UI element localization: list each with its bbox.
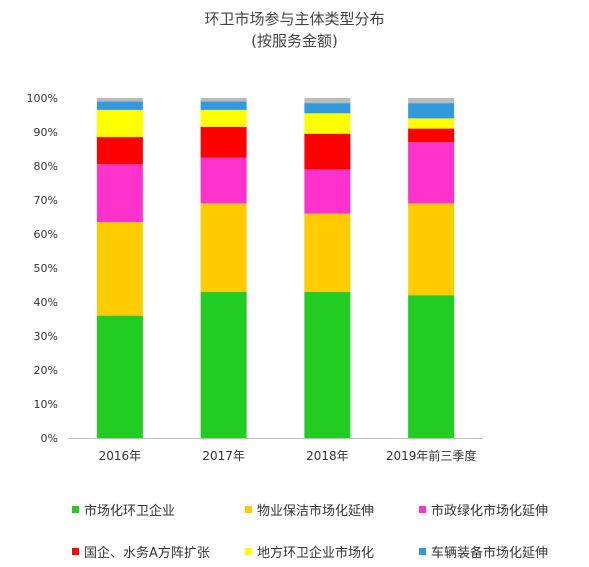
legend-swatch bbox=[419, 548, 426, 555]
plot-area: 0% 10% 20% 30% 40% 50% 60% 70% 80% 90% 100% 2016年 20… bbox=[27, 92, 483, 463]
bar-segment bbox=[200, 291, 247, 438]
bar-segment bbox=[96, 137, 143, 165]
legend-item: 车辆装备市场化延伸 bbox=[419, 542, 548, 561]
bar-segment bbox=[96, 101, 143, 110]
legend-swatch bbox=[245, 506, 252, 513]
legend-label: 市场化环卫企业 bbox=[84, 504, 176, 519]
bar-segment bbox=[200, 98, 247, 102]
x-tick-label: 2018年 bbox=[306, 449, 349, 463]
bar-segment bbox=[408, 295, 455, 438]
bar-segment bbox=[96, 98, 143, 102]
y-tick-label: 40% bbox=[34, 296, 58, 309]
legend-label: 物业保洁市场化延伸 bbox=[257, 504, 375, 519]
y-tick-label: 30% bbox=[34, 330, 58, 343]
bar-segment bbox=[96, 222, 143, 316]
bar-segment bbox=[408, 203, 455, 296]
chart-subtitle: (按服务金额) bbox=[251, 32, 338, 50]
bar-segment bbox=[408, 142, 455, 204]
bar-segment bbox=[200, 203, 247, 292]
bar-segment bbox=[408, 118, 455, 129]
x-tick-label: 2017年 bbox=[202, 449, 245, 463]
bar-segment bbox=[408, 103, 455, 119]
legend-item: 国企、水务A方阵扩张 bbox=[72, 542, 210, 561]
bar-segment bbox=[96, 109, 143, 138]
legend-label: 车辆装备市场化延伸 bbox=[431, 546, 549, 561]
bar-segment bbox=[408, 98, 455, 104]
chart-title: 环卫市场参与主体类型分布 bbox=[204, 10, 385, 28]
bar-segment bbox=[200, 101, 247, 110]
legend-swatch bbox=[419, 506, 426, 513]
y-tick-label: 0% bbox=[41, 432, 58, 445]
y-tick-label: 50% bbox=[34, 262, 58, 275]
legend-item: 物业保洁市场化延伸 bbox=[245, 500, 374, 519]
legend-item: 市政绿化市场化延伸 bbox=[419, 500, 548, 519]
legend-item: 市场化环卫企业 bbox=[72, 500, 175, 519]
legend-label: 国企、水务A方阵扩张 bbox=[84, 546, 210, 561]
bar-segment bbox=[408, 128, 455, 143]
y-tick-label: 90% bbox=[34, 126, 58, 139]
legend-swatch bbox=[245, 548, 252, 555]
bar-segment bbox=[304, 113, 351, 134]
y-tick-label: 10% bbox=[34, 398, 58, 411]
x-tick-label: 2016年 bbox=[99, 449, 142, 463]
x-tick-label: 2019年前三季度 bbox=[386, 448, 477, 463]
legend-label: 地方环卫企业市场化 bbox=[257, 546, 375, 561]
bar-segment bbox=[200, 126, 247, 158]
bar-segment bbox=[200, 109, 247, 127]
bar-segment bbox=[304, 213, 351, 292]
legend-item: 地方环卫企业市场化 bbox=[245, 542, 374, 561]
y-tick-label: 70% bbox=[34, 194, 58, 207]
y-tick-label: 60% bbox=[34, 228, 58, 241]
bar-segment bbox=[304, 103, 351, 114]
bar-segment bbox=[304, 133, 351, 170]
bar-segment bbox=[304, 98, 351, 104]
bar-segment bbox=[200, 157, 247, 204]
bar-segment bbox=[304, 291, 351, 438]
legend-label: 市政绿化市场化延伸 bbox=[431, 504, 549, 519]
bar-segment bbox=[304, 169, 351, 214]
y-tick-label: 20% bbox=[34, 364, 58, 377]
bar-segment bbox=[96, 164, 143, 223]
y-tick-label: 80% bbox=[34, 160, 58, 173]
legend: 市场化环卫企业 物业保洁市场化延伸 市政绿化市场化延伸国企、水务A方阵扩张 地方环卫企… bbox=[0, 486, 589, 566]
legend-swatch bbox=[72, 548, 79, 555]
legend-swatch bbox=[72, 506, 79, 513]
bar-segment bbox=[96, 315, 143, 438]
y-tick-label: 100% bbox=[27, 92, 58, 105]
